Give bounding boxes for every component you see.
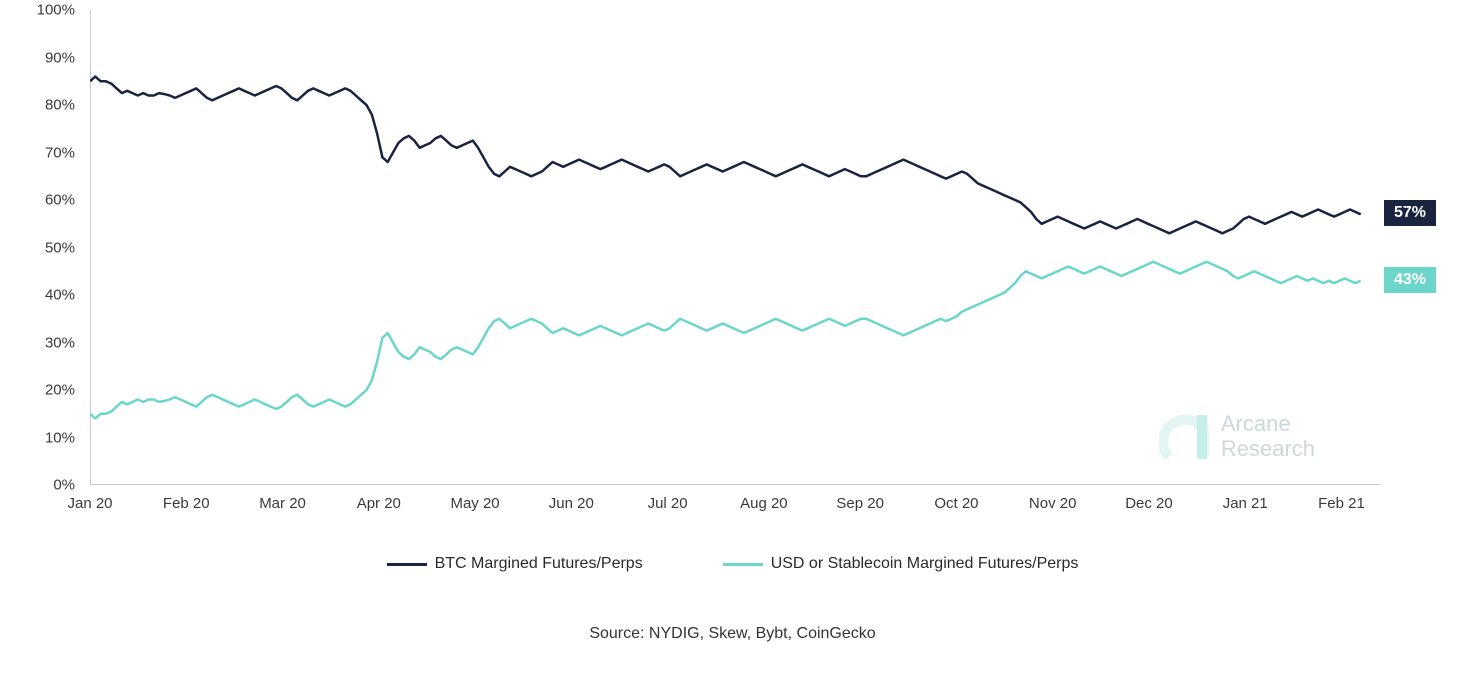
- x-tick-label: Mar 20: [259, 495, 306, 512]
- x-tick-label: Jun 20: [549, 495, 594, 512]
- legend-swatch-usd: [723, 563, 763, 566]
- y-tick-label: 70%: [20, 144, 75, 161]
- chart-container: 0%10%20%30%40%50%60%70%80%90%100% Arcane…: [20, 10, 1420, 540]
- y-tick-label: 100%: [20, 2, 75, 19]
- legend: BTC Margined Futures/Perps USD or Stable…: [0, 555, 1465, 573]
- x-tick-label: Nov 20: [1029, 495, 1077, 512]
- end-label-1: 43%: [1384, 267, 1436, 293]
- legend-item-usd: USD or Stablecoin Margined Futures/Perps: [723, 555, 1079, 573]
- x-tick-label: Sep 20: [836, 495, 884, 512]
- y-tick-label: 40%: [20, 287, 75, 304]
- x-tick-label: Jul 20: [648, 495, 688, 512]
- y-tick-label: 30%: [20, 334, 75, 351]
- x-tick-label: May 20: [450, 495, 499, 512]
- x-axis: Jan 20Feb 20Mar 20Apr 20May 20Jun 20Jul …: [90, 495, 1380, 525]
- plot-area: Arcane Research 57%43%: [90, 10, 1380, 485]
- y-tick-label: 20%: [20, 382, 75, 399]
- legend-item-btc: BTC Margined Futures/Perps: [387, 555, 643, 573]
- x-tick-label: Aug 20: [740, 495, 788, 512]
- x-tick-label: Dec 20: [1125, 495, 1173, 512]
- x-tick-label: Jan 20: [67, 495, 112, 512]
- source-text: Source: NYDIG, Skew, Bybt, CoinGecko: [0, 625, 1465, 643]
- x-tick-label: Jan 21: [1223, 495, 1268, 512]
- legend-label-btc: BTC Margined Futures/Perps: [435, 555, 643, 573]
- y-tick-label: 10%: [20, 429, 75, 446]
- end-label-0: 57%: [1384, 200, 1436, 226]
- x-tick-label: Apr 20: [357, 495, 401, 512]
- x-tick-label: Oct 20: [934, 495, 978, 512]
- y-tick-label: 60%: [20, 192, 75, 209]
- legend-swatch-btc: [387, 563, 427, 566]
- y-axis: 0%10%20%30%40%50%60%70%80%90%100%: [20, 10, 85, 485]
- legend-label-usd: USD or Stablecoin Margined Futures/Perps: [771, 555, 1079, 573]
- series-line-1: [90, 262, 1361, 419]
- y-tick-label: 0%: [20, 477, 75, 494]
- y-tick-label: 80%: [20, 97, 75, 114]
- y-tick-label: 90%: [20, 49, 75, 66]
- line-chart-svg: [90, 10, 1380, 485]
- series-line-0: [90, 77, 1361, 234]
- x-tick-label: Feb 20: [163, 495, 210, 512]
- x-tick-label: Feb 21: [1318, 495, 1365, 512]
- y-tick-label: 50%: [20, 239, 75, 256]
